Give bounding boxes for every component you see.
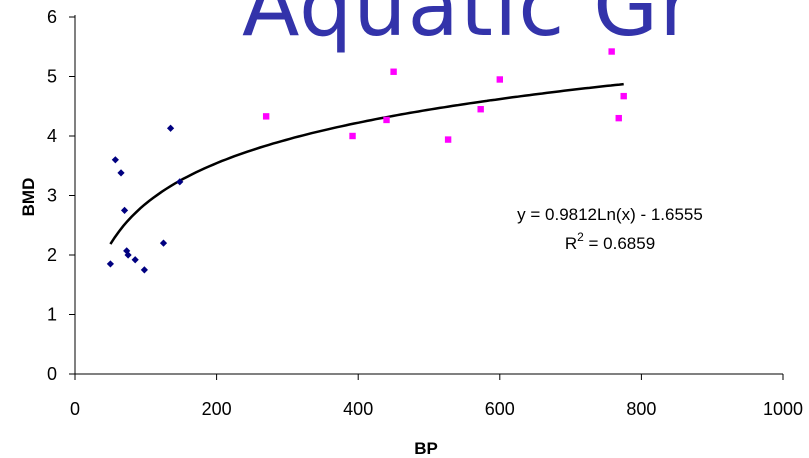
- data-point-square: [349, 132, 356, 140]
- data-point-square: [615, 114, 622, 122]
- r2-value: = 0.6859: [584, 234, 655, 253]
- data-point-square: [608, 48, 615, 55]
- y-tick-label: 0: [47, 364, 57, 384]
- y-tick-label: 2: [47, 245, 57, 265]
- y-axis-title: BMD: [19, 178, 38, 217]
- data-point-diamond: [131, 256, 139, 264]
- data-point-square: [262, 113, 270, 120]
- trendline: [109, 82, 624, 245]
- data-point-square: [477, 106, 484, 113]
- data-point-square: [444, 136, 452, 143]
- x-axis-title: BP: [414, 439, 438, 458]
- r2-exponent: 2: [577, 230, 584, 244]
- data-point-square: [620, 92, 627, 100]
- x-tick-label: 1000: [763, 399, 803, 419]
- data-point-diamond: [159, 239, 168, 247]
- data-point-diamond: [120, 206, 129, 214]
- y-tick-label: 4: [47, 126, 57, 146]
- data-point-square: [390, 68, 397, 75]
- data-point-diamond: [140, 266, 148, 274]
- chart-axes: 0 1 2 3 4 5 6 0 200 400 600 800 1000: [47, 7, 803, 419]
- y-tick-label: 1: [47, 305, 57, 325]
- data-point-diamond: [111, 156, 119, 164]
- y-tick-label: 3: [47, 186, 57, 206]
- data-point-square: [383, 116, 390, 124]
- data-point-diamond: [117, 169, 125, 177]
- trendline-equation: y = 0.9812Ln(x) - 1.6555: [517, 205, 703, 224]
- banner-title: Aquatic Gr: [242, 0, 695, 55]
- data-point-diamond: [166, 124, 175, 132]
- y-tick-label: 6: [47, 7, 57, 27]
- x-tick-label: 400: [343, 399, 373, 419]
- x-tick-label: 800: [626, 399, 656, 419]
- x-tick-label: 0: [70, 399, 80, 419]
- x-tick-label: 200: [202, 399, 232, 419]
- data-point-diamond: [176, 178, 184, 186]
- trendline-r-squared: R2 = 0.6859: [565, 230, 655, 253]
- r2-prefix: R: [565, 234, 577, 253]
- data-point-square: [496, 76, 503, 83]
- data-point-diamond: [124, 251, 132, 259]
- chart-labels: y = 0.9812Ln(x) - 1.6555 R2 = 0.6859 BP …: [19, 178, 703, 458]
- trendline-group: [109, 82, 624, 245]
- data-points: [106, 48, 627, 274]
- y-tick-label: 5: [47, 67, 57, 87]
- data-point-diamond: [106, 260, 114, 268]
- x-tick-label: 600: [485, 399, 515, 419]
